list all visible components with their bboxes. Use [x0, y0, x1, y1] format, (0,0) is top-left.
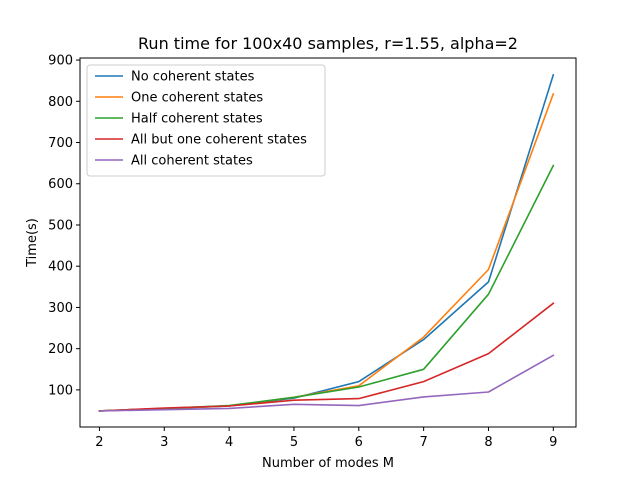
- x-tick-label: 5: [290, 435, 298, 450]
- series-layer: [98, 73, 555, 412]
- y-tick-label: 700: [48, 136, 73, 151]
- x-tick-label: 7: [419, 435, 427, 450]
- legend-label: All coherent states: [131, 154, 253, 169]
- series-line-5: [98, 354, 555, 412]
- y-tick-label: 100: [48, 383, 73, 398]
- legend-label: One coherent states: [131, 91, 263, 106]
- legend-label: Half coherent states: [131, 112, 263, 127]
- legend-label: No coherent states: [131, 70, 255, 85]
- y-tick-label: 600: [48, 177, 73, 192]
- x-tick-label: 6: [355, 435, 363, 450]
- x-tick-label: 3: [160, 435, 168, 450]
- x-tick-label: 9: [549, 435, 557, 450]
- y-tick-label: 300: [48, 301, 73, 316]
- x-axis: 2 3 4 5 6 7 8 9: [95, 427, 557, 450]
- y-tick-label: 800: [48, 95, 73, 110]
- plot-frame: [79, 57, 577, 428]
- x-tick-label: 8: [484, 435, 492, 450]
- y-tick-label: 500: [48, 218, 73, 233]
- y-tick-label: 900: [48, 54, 73, 69]
- y-axis-title: Time(s): [25, 218, 40, 268]
- legend-box: [86, 64, 326, 177]
- legend-label: All but one coherent states: [131, 133, 307, 148]
- y-tick-label: 400: [48, 260, 73, 275]
- series-line-4: [98, 302, 555, 412]
- x-axis-title: Number of modes M: [262, 456, 394, 471]
- legend: No coherent states One coherent states Hal…: [86, 64, 326, 177]
- chart-title: Run time for 100x40 samples, r=1.55, alp…: [138, 34, 518, 53]
- x-tick-label: 2: [95, 435, 103, 450]
- y-tick-label: 200: [48, 342, 73, 357]
- x-tick-label: 4: [225, 435, 233, 450]
- y-axis: 100 200 300 400 500 600 700 800 900: [48, 54, 80, 398]
